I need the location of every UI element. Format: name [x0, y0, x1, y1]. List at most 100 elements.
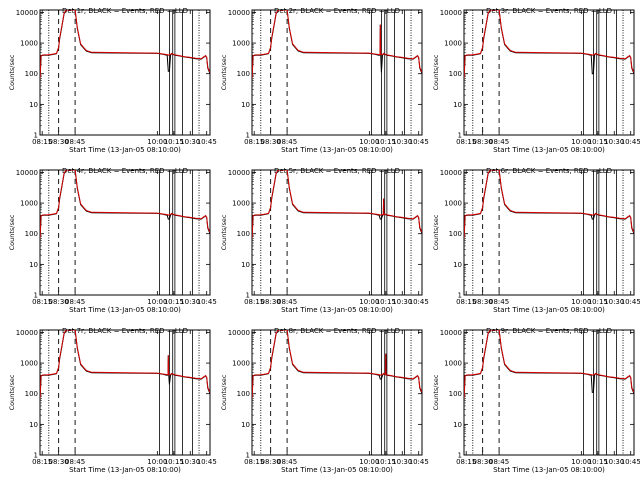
events-series-line — [464, 170, 634, 241]
x-tick-label: 08:30 — [49, 138, 69, 146]
x-tick-label: 10:30 — [604, 458, 624, 466]
plot-frame — [39, 329, 211, 456]
x-tick-label: 10:15 — [164, 298, 184, 306]
x-tick-label: 10:00 — [359, 298, 379, 306]
y-tick-label: 1 — [458, 132, 462, 140]
y-tick-label: 100 — [25, 390, 38, 398]
x-tick-label: 08:15 — [32, 298, 52, 306]
y-axis-label: Counts/sec — [432, 214, 440, 250]
x-tick-label: 08:45 — [65, 298, 85, 306]
y-tick-label: 10000 — [16, 329, 38, 337]
x-tick-label: 10:30 — [392, 298, 412, 306]
y-axis-label: Counts/sec — [8, 54, 16, 90]
plot-area — [40, 170, 210, 295]
events-series-line — [252, 10, 422, 81]
x-tick-label: 10:15 — [588, 298, 608, 306]
y-axis-label: Counts/sec — [8, 374, 16, 410]
y-tick-label: 10000 — [228, 169, 250, 177]
x-tick-label: 08:15 — [244, 298, 264, 306]
detector-panel-6: Det 6r, BLACK = Events, RED = LLD 1 10 100 1… — [432, 167, 640, 314]
y-tick-label: 10 — [29, 101, 38, 109]
y-tick-label: 1000 — [20, 200, 38, 208]
y-tick-label: 100 — [25, 230, 38, 238]
x-axis-label: Start Time (13-Jan-05 08:10:00) — [69, 146, 181, 154]
x-tick-label: 10:45 — [197, 458, 217, 466]
y-tick-label: 1 — [34, 292, 38, 300]
y-tick-label: 1000 — [20, 40, 38, 48]
y-axis-label: Counts/sec — [220, 54, 228, 90]
x-tick-label: 08:45 — [489, 458, 509, 466]
lld-series-line — [252, 330, 422, 399]
x-tick-label: 10:15 — [164, 458, 184, 466]
x-tick-label: 10:00 — [571, 458, 591, 466]
x-tick-label: 08:45 — [65, 138, 85, 146]
x-tick-label: 08:30 — [49, 458, 69, 466]
x-tick-label: 10:00 — [359, 138, 379, 146]
x-tick-label: 08:30 — [473, 298, 493, 306]
plot-area — [464, 170, 634, 295]
x-axis-label: Start Time (13-Jan-05 08:10:00) — [69, 466, 181, 474]
plot-frame — [251, 9, 423, 136]
x-tick-label: 10:30 — [180, 138, 200, 146]
x-tick-label: 08:30 — [261, 458, 281, 466]
x-tick-label: 10:15 — [376, 298, 396, 306]
y-tick-label: 10 — [453, 261, 462, 269]
panel-title: Det 7r, BLACK = Events, RED = LLD — [62, 327, 188, 335]
y-tick-label: 10000 — [228, 329, 250, 337]
x-tick-label: 10:15 — [588, 138, 608, 146]
y-tick-label: 100 — [25, 70, 38, 78]
x-tick-label: 10:30 — [180, 298, 200, 306]
y-tick-label: 10 — [453, 421, 462, 429]
x-tick-label: 08:15 — [456, 138, 476, 146]
detector-panel-3: Det 3r, BLACK = Events, RED = LLD 1 10 100 1… — [432, 7, 640, 154]
y-axis-label: Counts/sec — [8, 214, 16, 250]
y-tick-label: 10 — [241, 101, 250, 109]
lld-series-line — [40, 330, 210, 399]
x-tick-label: 10:15 — [376, 138, 396, 146]
plot-frame — [39, 169, 211, 296]
y-tick-label: 100 — [449, 70, 462, 78]
panel-title: Det 6r, BLACK = Events, RED = LLD — [486, 167, 612, 175]
plot-area — [40, 10, 210, 135]
y-tick-label: 1 — [34, 452, 38, 460]
y-tick-label: 10000 — [16, 169, 38, 177]
y-tick-label: 10000 — [228, 9, 250, 17]
x-tick-label: 10:15 — [376, 458, 396, 466]
y-tick-label: 10000 — [440, 329, 462, 337]
y-tick-label: 1 — [458, 452, 462, 460]
x-axis-label: Start Time (13-Jan-05 08:10:00) — [281, 466, 393, 474]
x-tick-label: 10:30 — [180, 458, 200, 466]
y-tick-label: 10000 — [440, 169, 462, 177]
plot-frame — [463, 329, 635, 456]
lld-series-line — [252, 10, 422, 79]
plot-frame — [251, 329, 423, 456]
lld-series-line — [40, 170, 210, 239]
y-tick-label: 1000 — [444, 360, 462, 368]
y-axis-label: Counts/sec — [432, 374, 440, 410]
y-tick-label: 10 — [241, 421, 250, 429]
x-tick-label: 10:00 — [147, 458, 167, 466]
panel-title: Det 8r, BLACK = Events, RED = LLD — [274, 327, 400, 335]
y-tick-label: 10 — [29, 421, 38, 429]
x-tick-label: 10:45 — [621, 298, 640, 306]
x-tick-label: 08:30 — [261, 138, 281, 146]
panel-title: Det 9r, BLACK = Events, RED = LLD — [486, 327, 612, 335]
y-tick-label: 1 — [246, 452, 250, 460]
x-tick-label: 08:45 — [277, 138, 297, 146]
y-tick-label: 100 — [449, 230, 462, 238]
y-tick-label: 1000 — [20, 360, 38, 368]
x-axis-label: Start Time (13-Jan-05 08:10:00) — [493, 146, 605, 154]
y-tick-label: 100 — [237, 230, 250, 238]
x-tick-label: 10:45 — [197, 138, 217, 146]
panel-title: Det 5r, BLACK = Events, RED = LLD — [274, 167, 400, 175]
plot-area — [252, 330, 422, 455]
x-tick-label: 08:30 — [473, 138, 493, 146]
x-tick-label: 08:30 — [473, 458, 493, 466]
x-tick-label: 08:30 — [49, 298, 69, 306]
lld-series-line — [252, 170, 422, 239]
x-tick-label: 10:45 — [621, 458, 640, 466]
y-tick-label: 1 — [246, 132, 250, 140]
x-tick-label: 10:45 — [409, 298, 429, 306]
y-tick-label: 10000 — [440, 9, 462, 17]
plot-frame — [463, 9, 635, 136]
